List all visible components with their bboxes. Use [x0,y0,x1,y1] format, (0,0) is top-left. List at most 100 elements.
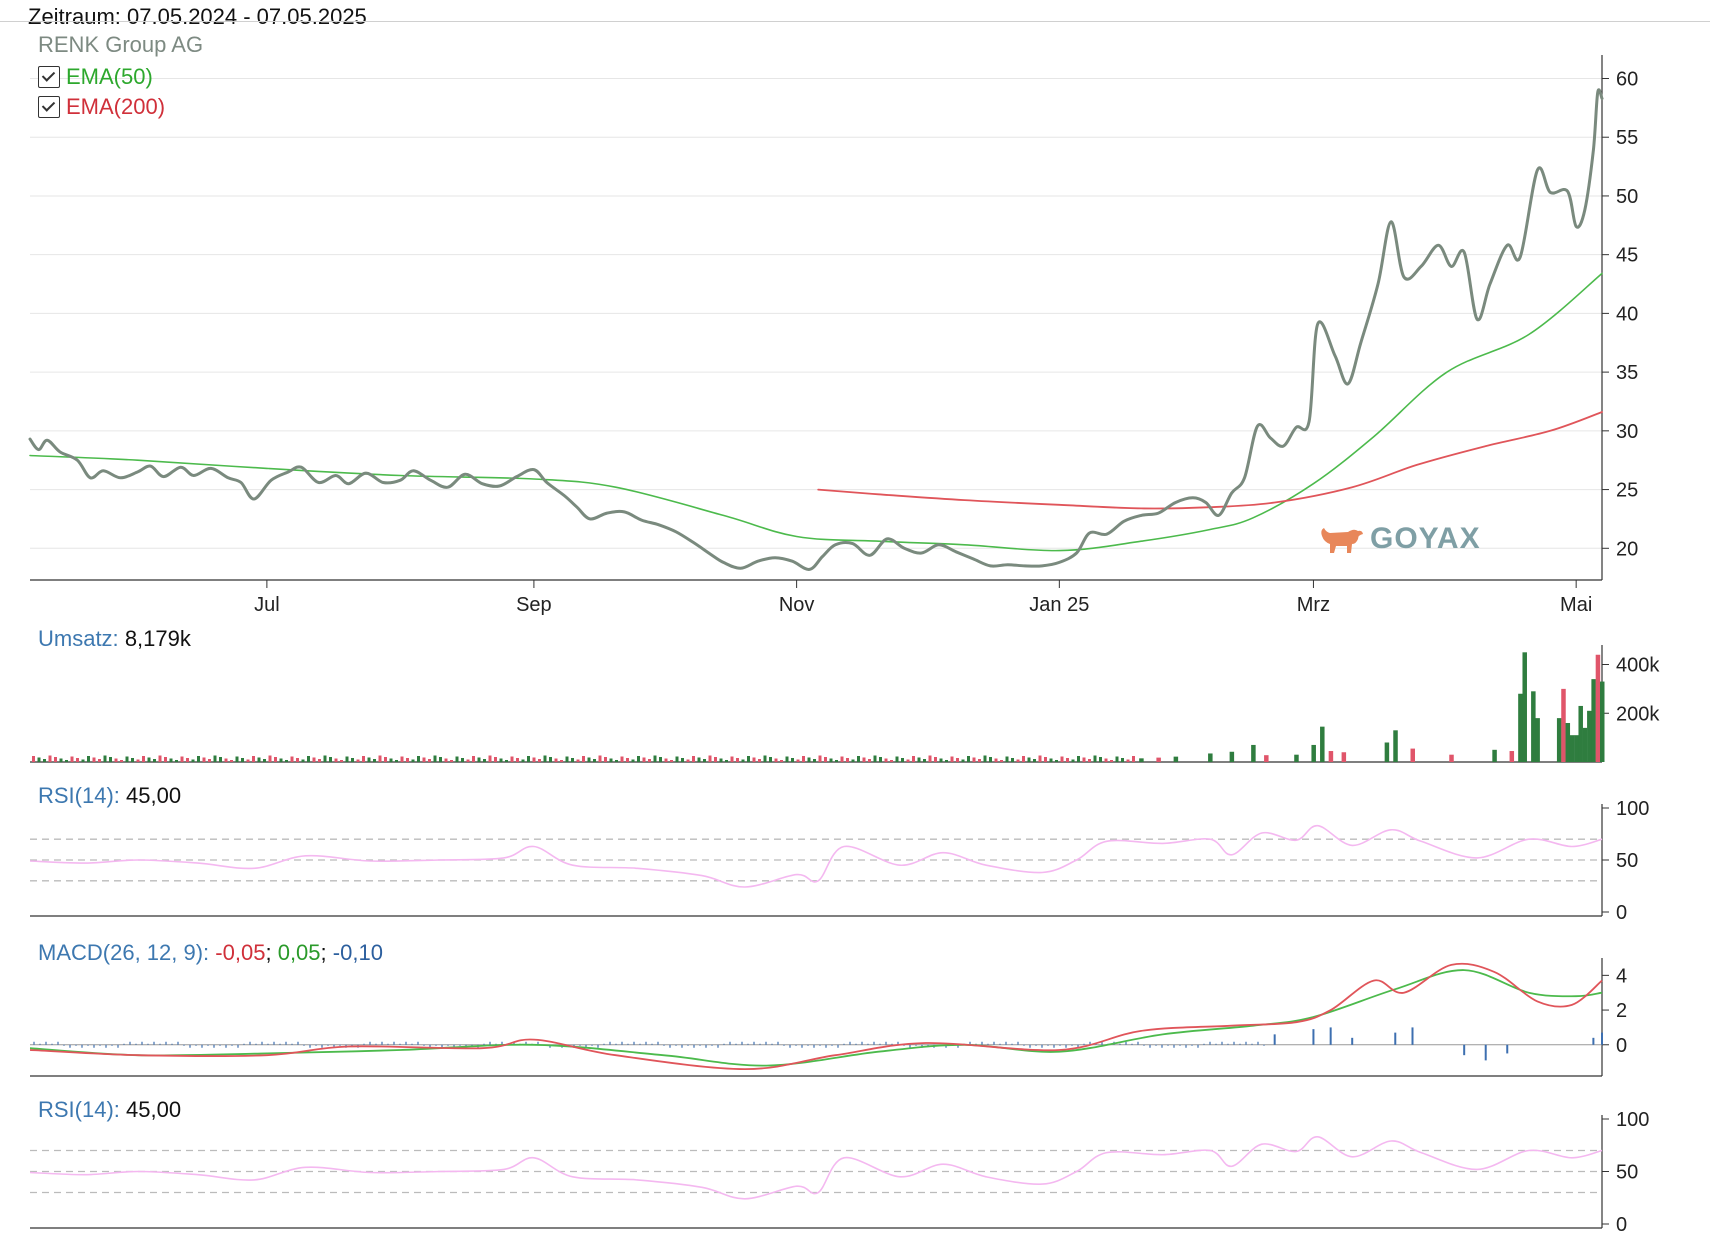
volume-bar [230,760,233,762]
volume-bar [587,757,591,762]
volume-bar [642,757,646,762]
volume-bar [912,756,915,762]
volume-bar [1320,726,1325,762]
volume-bar [554,758,558,762]
volume-bar [758,759,761,762]
volume-bar [543,755,547,762]
volume-bar [1531,691,1536,762]
volume-bar [956,758,959,762]
macd-axis-label: 4 [1616,965,1627,987]
volume-bar [1016,759,1020,762]
volume-bar [576,759,580,762]
volume-bar [769,757,772,762]
volume-axis-label: 400k [1616,655,1660,677]
volume-bar [620,756,624,762]
volume-bar [1000,760,1003,762]
volume-bar [400,756,404,762]
volume-bar [422,757,426,762]
time-axis-label: Sep [516,594,552,616]
goyax-watermark: GOYAX [1318,522,1481,556]
volume-bar [417,756,420,762]
volume-bar [433,755,437,762]
macd-histogram-value: -0,10 [332,940,383,965]
volume-bar [873,755,877,762]
price-axis-label: 55 [1616,127,1638,149]
volume-bar [367,757,371,762]
volume-bar [488,755,492,762]
rsi-panel-2-label: RSI(14): 45,00 [38,1097,181,1123]
volume-bar [219,757,222,762]
volume-bar [296,758,299,762]
macd-signal-value: 0,05 [277,940,321,965]
volume-bar [549,757,552,762]
watermark-text: GOYAX [1370,522,1481,555]
volume-bar [98,759,101,762]
legend-ema200-label: EMA(200) [66,94,166,119]
volume-bar [285,760,288,762]
volume-bar [1328,751,1334,762]
volume-bar [818,755,822,762]
ema50-line [29,272,1603,552]
volume-bar [494,757,497,762]
volume-bar [406,758,409,762]
ema50-checkbox[interactable] [38,66,60,88]
volume-bar [906,759,910,762]
volume-bar [736,758,739,762]
volume-bar [114,758,118,762]
macd-separator-2: ; [320,940,327,965]
volume-bar [626,758,629,762]
volume-bar [334,758,338,762]
volume-bar [527,756,530,762]
ema200-line [817,411,1603,510]
volume-bar [1294,754,1299,762]
volume-bar [901,758,904,762]
volume-bar [1341,752,1347,762]
volume-bar [697,757,701,762]
volume-bar [510,756,514,762]
volume-bar [983,755,987,762]
volume-bar [774,758,778,762]
volume-bar [263,759,266,762]
volume-bar [301,759,305,762]
volume-bar [1005,756,1009,762]
volume-bar [994,758,998,762]
volume-bar [411,759,415,762]
volume-bar [224,758,228,762]
volume-bar [879,757,882,762]
volume-bar [428,759,431,762]
volume-bar [780,760,783,762]
legend-ema200[interactable]: EMA(200) [38,92,165,122]
volume-bar [835,760,838,762]
volume-bar [307,756,310,762]
volume-bar [384,757,387,762]
volume-bar [604,757,607,762]
volume-bar [318,759,321,762]
rsi-1-axis-label: 50 [1616,850,1638,872]
volume-bar [1027,757,1031,762]
volume-bar [395,760,398,762]
time-axis-label: Jul [254,594,280,616]
volume-bar [532,757,536,762]
volume-bar [686,759,690,762]
volume-bar [939,758,943,762]
ema200-checkbox[interactable] [38,96,60,118]
macd-signal-line [29,969,1603,1067]
volume-bar [147,757,151,762]
rsi-1-line [29,824,1603,888]
volume-bar [378,755,382,762]
volume-bar [1565,723,1571,762]
volume-bar [725,760,728,762]
volume-bar [571,758,574,762]
volume-bar [807,757,811,762]
volume-bar [961,759,965,762]
volume-bar [813,759,816,762]
volume-bar [450,760,453,762]
volume-bar [989,757,992,762]
volume-bar [609,758,613,762]
volume-bar [252,756,255,762]
volume-bar [461,758,464,762]
legend-ema50[interactable]: EMA(50) [38,62,165,92]
volume-bar [1600,681,1605,762]
volume-bar [444,758,448,762]
